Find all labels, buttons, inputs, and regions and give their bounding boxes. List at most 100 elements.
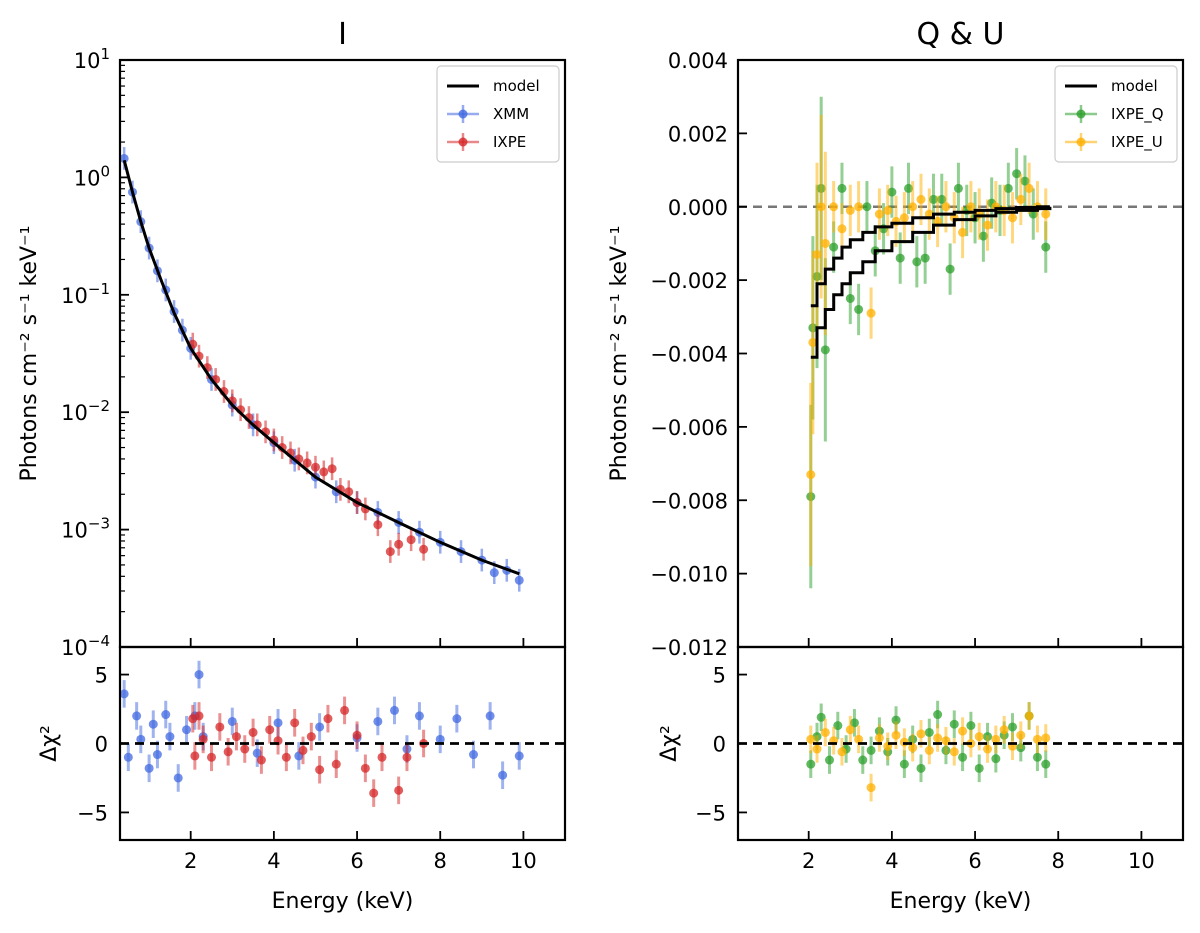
residual-point: [173, 773, 183, 783]
residual-point: [1007, 722, 1017, 732]
residual-point: [215, 722, 225, 732]
panel-title: Q & U: [916, 17, 1004, 52]
data-point: [958, 227, 968, 237]
x-tick-label: 4: [885, 849, 898, 873]
legend-label: XMM: [493, 105, 529, 123]
residual-point: [227, 716, 237, 726]
data-point: [373, 520, 383, 530]
residual-point: [1032, 734, 1042, 744]
residual-point: [891, 715, 901, 725]
residual-point: [198, 734, 208, 744]
legend-point-marker: [458, 137, 468, 147]
residual-point: [991, 754, 1001, 764]
residual-y-tick-label: 5: [95, 664, 108, 688]
residual-point: [1024, 711, 1034, 721]
residual-point: [360, 763, 370, 773]
series-IXPE_U: [806, 115, 1051, 567]
data-point: [978, 231, 988, 241]
residual-y-tick-label: 5: [713, 664, 726, 688]
residual-point: [352, 730, 362, 740]
residual-point: [924, 727, 934, 737]
x-axis-label: Energy (keV): [890, 889, 1032, 914]
residual-point: [866, 783, 876, 793]
residual-point: [866, 745, 876, 755]
residual-point: [394, 785, 404, 795]
residual-point: [256, 755, 266, 765]
data-point: [908, 202, 918, 212]
residual-point: [833, 721, 843, 731]
residual-point: [402, 752, 412, 762]
x-tick-label: 6: [350, 849, 363, 873]
residual-point: [949, 747, 959, 757]
model-curve-0: [122, 159, 520, 576]
y-tick-label: −0.012: [650, 636, 728, 660]
data-point: [812, 249, 822, 259]
data-point: [866, 308, 876, 318]
residual-point: [389, 705, 399, 715]
data-point: [854, 304, 864, 314]
residual-point: [265, 725, 275, 735]
residual-point: [812, 744, 822, 754]
residual-point: [1032, 752, 1042, 762]
residual-point: [194, 670, 204, 680]
residual-point: [958, 726, 968, 736]
legend-label: IXPE_U: [1111, 133, 1163, 152]
residual-point: [414, 711, 424, 721]
data-point: [327, 464, 337, 474]
residual-point: [369, 788, 379, 798]
data-point: [344, 487, 354, 497]
data-point: [829, 202, 839, 212]
legend-label: model: [1111, 77, 1158, 95]
legend: model IXPE_Q IXPE_U: [1054, 65, 1178, 163]
residual-point: [974, 732, 984, 742]
residual-point: [240, 744, 250, 754]
data-point: [820, 345, 830, 355]
residual-point: [1016, 730, 1026, 740]
residual-point: [452, 714, 462, 724]
residual-point: [273, 718, 283, 728]
residual-point: [315, 722, 325, 732]
residual-point: [190, 751, 200, 761]
residual-point: [469, 750, 479, 760]
data-point: [983, 220, 993, 230]
residual-y-tick-label: 0: [713, 733, 726, 757]
top-data-group: [120, 147, 524, 592]
data-point: [941, 202, 951, 212]
data-point: [912, 257, 922, 267]
residual-point: [144, 763, 154, 773]
legend-label: model: [493, 77, 540, 95]
data-point: [904, 183, 914, 193]
residual-y-tick-label: 0: [95, 733, 108, 757]
legend-label: IXPE: [493, 133, 526, 151]
residual-point: [331, 759, 341, 769]
y-tick-label: 0.004: [668, 49, 728, 73]
data-point: [120, 153, 129, 163]
data-point: [937, 194, 947, 204]
series-IXPE: [188, 332, 429, 563]
residual-point: [908, 743, 918, 753]
residual-point: [485, 711, 495, 721]
data-point: [845, 293, 855, 303]
data-point: [837, 183, 847, 193]
panel-title: I: [338, 17, 347, 52]
data-point: [966, 202, 976, 212]
data-point: [874, 209, 884, 219]
residual-point: [136, 734, 146, 744]
data-point: [1016, 194, 1026, 204]
data-point: [385, 547, 395, 557]
residual-point: [514, 751, 524, 761]
x-tick-label: 4: [267, 849, 280, 873]
x-tick-label: 2: [184, 849, 197, 873]
bottom-data-group: [738, 700, 1183, 802]
y-tick-label: 10−4: [61, 632, 110, 660]
residual-point: [849, 718, 859, 728]
data-point: [1012, 169, 1022, 179]
data-point: [928, 194, 938, 204]
data-point: [489, 568, 499, 578]
data-point: [1007, 213, 1017, 223]
top-data-group: [738, 96, 1183, 589]
data-point: [953, 183, 963, 193]
residual-point: [816, 712, 826, 722]
residual-point: [899, 759, 909, 769]
